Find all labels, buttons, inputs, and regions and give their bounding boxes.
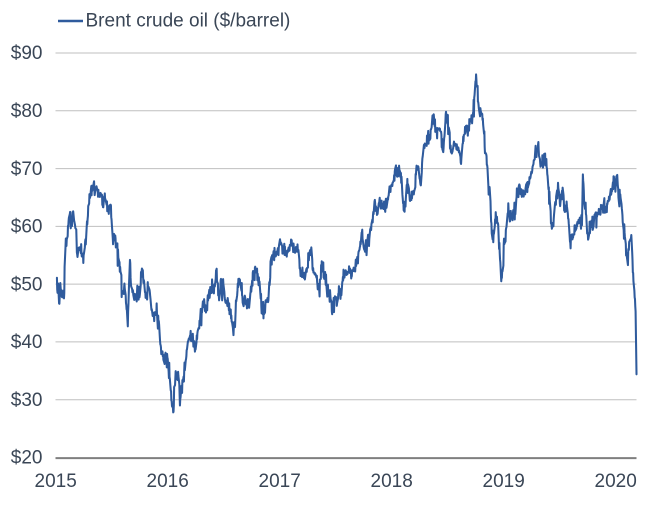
svg-text:2020: 2020 [595,471,637,492]
svg-text:Brent crude oil ($/barrel): Brent crude oil ($/barrel) [86,11,291,32]
svg-text:$80: $80 [11,101,43,122]
svg-text:$50: $50 [11,274,43,295]
svg-text:$70: $70 [11,159,43,180]
svg-text:$40: $40 [11,332,43,353]
svg-text:2017: 2017 [259,471,301,492]
svg-text:$60: $60 [11,217,43,238]
svg-text:2016: 2016 [147,471,189,492]
svg-text:$30: $30 [11,390,43,411]
svg-text:2015: 2015 [35,471,77,492]
svg-text:$90: $90 [11,43,43,64]
svg-text:$20: $20 [11,448,43,469]
svg-text:2019: 2019 [483,471,525,492]
svg-text:2018: 2018 [371,471,413,492]
